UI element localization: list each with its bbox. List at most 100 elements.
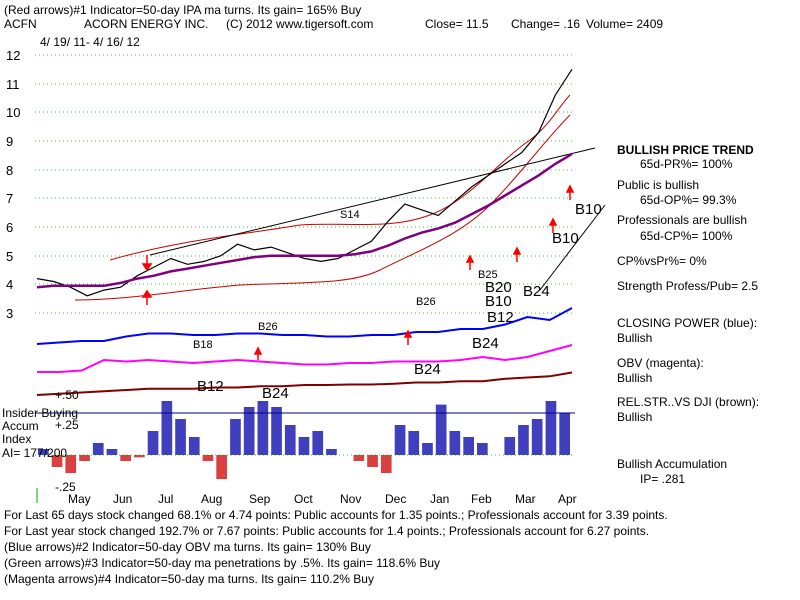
obv-val: Bullish — [617, 371, 653, 385]
y-tick-10: 10 — [6, 105, 20, 120]
month-jul: Jul — [158, 492, 173, 506]
y-tick-11: 11 — [6, 77, 20, 92]
signal-b24-obv: B24 — [414, 361, 441, 378]
accum-bar — [257, 401, 269, 455]
month-mar: Mar — [515, 492, 536, 506]
date-range: 4/ 19/ 11- 4/ 16/ 12 — [40, 35, 140, 49]
accum-bar — [284, 425, 296, 455]
signal-b20: B20 — [485, 279, 512, 296]
accum-bar — [243, 407, 255, 455]
accum-ip: IP= .281 — [640, 472, 686, 486]
accum-bars — [38, 401, 570, 479]
accum-tick-50: +.50 — [55, 388, 79, 402]
closing-power-series — [36, 307, 573, 345]
signal-b18: B18 — [193, 339, 213, 351]
accum-bar — [120, 455, 131, 461]
month-axis: May Jun Jul Aug Sep Oct Nov Dec Jan Feb … — [36, 488, 577, 506]
pros-title: Professionals are bullish — [617, 213, 748, 227]
accum-bar — [230, 419, 241, 455]
header-indicator-line: (Red arrows)#1 Indicator=50-day IPA ma t… — [4, 3, 362, 17]
accum-bar — [422, 443, 433, 455]
y-tick-9: 9 — [6, 134, 13, 149]
month-feb: Feb — [471, 492, 492, 506]
accum-bar — [559, 413, 570, 455]
month-nov: Nov — [340, 492, 361, 506]
footer-line-5: (Magenta arrows)#4 Indicator=50-day ma t… — [4, 572, 374, 586]
accum-bar — [518, 425, 529, 455]
accum-bar — [92, 443, 104, 455]
accum-bar — [271, 407, 282, 455]
accum-tick-25: +.25 — [55, 418, 79, 432]
signal-b10-mid: B10 — [552, 230, 579, 247]
accum-bar — [504, 437, 516, 455]
accum-title: Bullish Accumulation — [617, 457, 728, 471]
accum-bar — [51, 455, 63, 467]
signal-b24-cp: B24 — [472, 335, 499, 352]
accum-bar — [531, 419, 543, 455]
accum-bar — [394, 425, 406, 455]
header-symbol: ACFN — [4, 17, 37, 31]
accum-bar — [408, 431, 420, 455]
accum-bar — [134, 455, 145, 458]
accum-bar — [353, 455, 365, 461]
upper-band — [109, 94, 571, 261]
trend-pr: 65d-PR%= 100% — [640, 157, 733, 171]
insider-label: Insider Buying — [2, 406, 79, 420]
upper-trendline — [149, 147, 596, 256]
accum-bar — [188, 437, 200, 455]
signal-b24-acc: B24 — [262, 385, 289, 402]
footer-line-2: For Last year stock changed 192.7% or 7.… — [4, 524, 650, 538]
footer-line-3: (Blue arrows)#2 Indicator=50-day OBV ma … — [4, 540, 371, 554]
obv-series — [37, 344, 573, 373]
relstr-val: Bullish — [617, 410, 653, 424]
month-jun: Jun — [113, 492, 132, 506]
signal-b25: B25 — [478, 269, 498, 281]
y-tick-12: 12 — [6, 48, 20, 63]
public-op: 65d-OP%= 99.3% — [640, 193, 737, 207]
month-jan: Jan — [430, 492, 449, 506]
signal-labels: S14 B10 B10 B20 B10 B12 B24 B25 B26 B18 … — [193, 201, 602, 402]
accum-bar — [477, 443, 488, 455]
accum-bar — [161, 401, 173, 455]
accum-bar — [326, 449, 337, 455]
header-change: Change= .16 — [511, 17, 581, 31]
accum-bar — [65, 455, 77, 473]
accum-bar — [175, 419, 186, 455]
cpvspr: CP%vsPr%= 0% — [617, 254, 707, 268]
accum-bar — [202, 455, 214, 461]
y-tick-5: 5 — [6, 249, 13, 264]
index-label: Index — [2, 432, 32, 446]
accum-axis: +.50 +.25 -.25 — [55, 388, 79, 494]
header-close: Close= 11.5 — [425, 17, 489, 31]
accum-bar — [298, 437, 310, 455]
signal-b12-acc: B12 — [197, 378, 224, 395]
accum-tick-neg25: -.25 — [55, 480, 76, 494]
price-axis: 12 11 10 9 8 7 6 5 4 3 — [6, 48, 20, 321]
ai-label: AI= 177/200 — [2, 446, 68, 460]
strength: Strength Profess/Pub= 2.5 — [617, 279, 759, 293]
y-tick-7: 7 — [6, 191, 13, 206]
ma50-series — [36, 152, 573, 289]
accum-bar — [312, 431, 324, 455]
accum-bar — [38, 449, 49, 455]
closing-power-title: CLOSING POWER (blue): — [617, 316, 758, 330]
accum-bar — [216, 455, 227, 479]
footer-line-1: For Last 65 days stock changed 68.1% or … — [4, 508, 668, 522]
footer-line-4: (Green arrows)#3 Indicator=50-day ma pen… — [4, 556, 441, 570]
signal-b10-top: B10 — [575, 201, 602, 218]
accum-label: Accum — [2, 419, 39, 433]
accum-bar — [545, 401, 557, 455]
month-dec: Dec — [385, 492, 406, 506]
month-may: May — [68, 492, 91, 506]
accum-bar — [380, 455, 392, 473]
signal-b10-low: B10 — [485, 293, 512, 310]
public-title: Public is bullish — [617, 178, 700, 192]
obv-title: OBV (magenta): — [617, 356, 704, 370]
price-series — [36, 68, 573, 297]
signal-b26-cp: B26 — [258, 321, 278, 333]
header-company: ACORN ENERGY INC. — [84, 17, 209, 31]
accum-bar — [79, 455, 90, 461]
y-tick-6: 6 — [6, 220, 13, 235]
accum-bar — [367, 455, 378, 467]
accum-bar — [449, 431, 461, 455]
